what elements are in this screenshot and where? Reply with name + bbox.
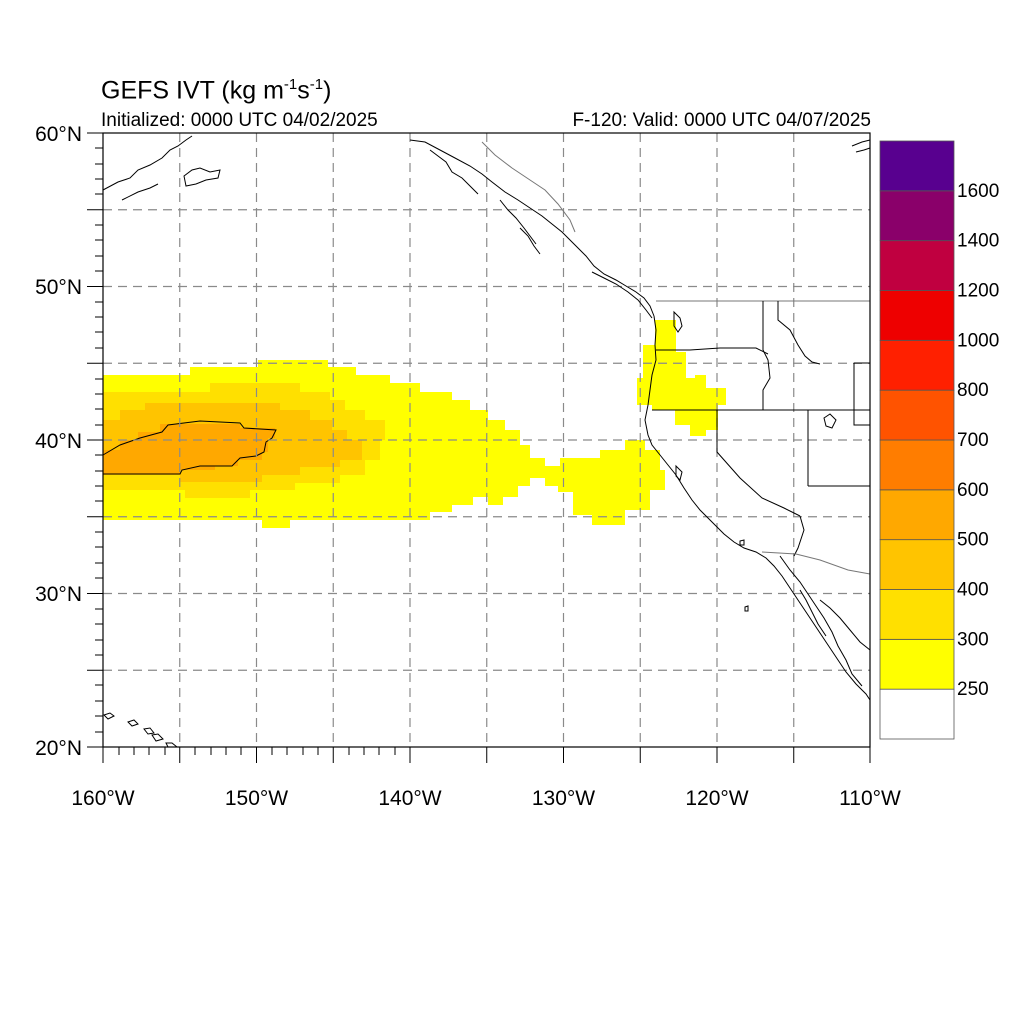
colorbar-label: 1400	[957, 231, 999, 252]
lat-label-20: 20°N	[35, 737, 82, 760]
lat-label-50: 50°N	[35, 276, 82, 299]
valid-time-text: F-120: Valid: 0000 UTC 04/07/2025	[572, 110, 871, 131]
colorbar-swatch	[879, 539, 955, 590]
colorbar-label: 250	[957, 679, 989, 700]
colorbar-label: 800	[957, 380, 989, 401]
lat-label-30: 30°N	[35, 583, 82, 606]
colorbar-label: 700	[957, 430, 989, 451]
map-title: GEFS IVT (kg m-1s-1)	[101, 76, 332, 105]
colorbar-label: 400	[957, 580, 989, 601]
colorbar-swatch	[879, 589, 955, 640]
colorbar-swatch	[879, 190, 955, 242]
ivt-shading	[102, 320, 726, 528]
colorbar-label: 600	[957, 480, 989, 501]
colorbar-label: 1000	[957, 330, 999, 351]
colorbar-swatch	[879, 489, 955, 541]
colorbar-label: 1600	[957, 181, 999, 202]
colorbar-swatch	[879, 339, 955, 391]
ivt-contour-500	[102, 420, 277, 475]
lon-labels: 160°W 150°W 140°W 130°W 120°W 110°W	[71, 787, 901, 810]
political-borders	[652, 300, 871, 575]
lat-label-40: 40°N	[35, 430, 82, 453]
colorbar-label: 300	[957, 629, 989, 650]
colorbar-swatch	[879, 140, 955, 192]
colorbar-swatch	[879, 240, 955, 291]
coastlines	[102, 135, 871, 748]
lon-label-140: 140°W	[378, 787, 441, 810]
colorbar: 250 300 400 500 600 700 800 1000 1200 1400 1600	[879, 140, 999, 740]
lon-label-150: 150°W	[225, 787, 288, 810]
initialized-text: Initialized: 0000 UTC 04/02/2025	[101, 110, 378, 131]
colorbar-swatch	[879, 638, 955, 690]
colorbar-swatch	[879, 389, 955, 441]
lon-label-160: 160°W	[71, 787, 134, 810]
axis-ticks	[87, 132, 871, 763]
ivt-band-250-coast	[637, 320, 726, 436]
graticule	[103, 133, 870, 747]
colorbar-swatch	[879, 290, 955, 341]
colorbar-label: 1200	[957, 281, 999, 302]
lat-label-60: 60°N	[35, 123, 82, 146]
colorbar-swatch	[879, 439, 955, 491]
lon-label-130: 130°W	[532, 787, 595, 810]
colorbar-label: 500	[957, 530, 989, 551]
lon-label-110: 110°W	[839, 787, 901, 810]
lat-labels: 60°N 50°N 40°N 30°N 20°N	[35, 123, 82, 760]
colorbar-swatch	[879, 688, 955, 740]
lon-label-120: 120°W	[685, 787, 748, 810]
